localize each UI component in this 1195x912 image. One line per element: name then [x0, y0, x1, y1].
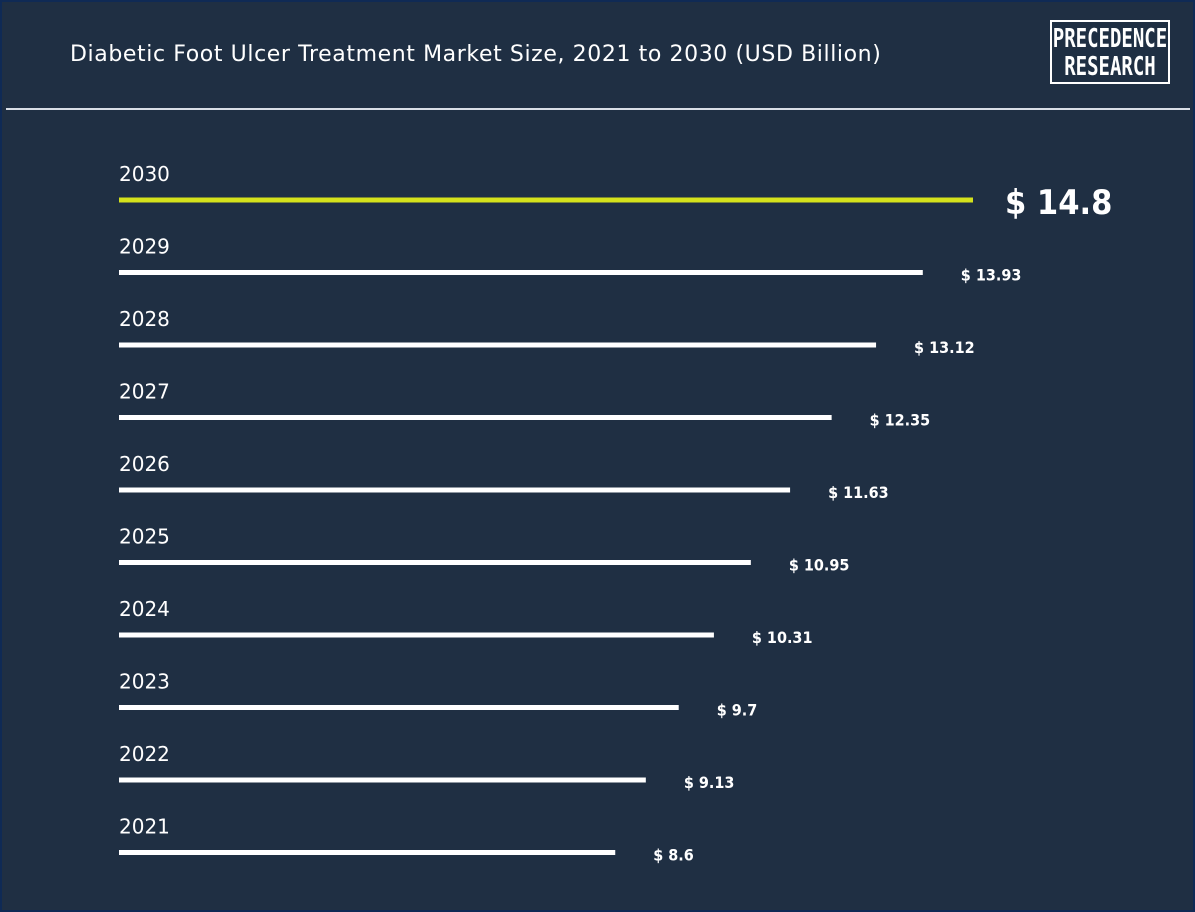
value-label-2022: $ 9.13 — [684, 773, 735, 792]
year-label-2025: 2025 — [119, 525, 170, 549]
bar-2026 — [119, 487, 791, 493]
year-label-2030: 2030 — [119, 162, 170, 186]
value-label-2027: $ 12.35 — [870, 411, 931, 430]
chart-header: Diabetic Foot Ulcer Treatment Market Siz… — [2, 2, 1193, 110]
bar-2023 — [119, 705, 679, 710]
value-label-2028: $ 13.12 — [914, 338, 975, 357]
bar-2028 — [119, 342, 877, 348]
value-label-2029: $ 13.93 — [961, 266, 1022, 285]
bar-2021 — [119, 850, 616, 855]
bar-2029 — [119, 270, 923, 275]
bar-2030 — [119, 197, 973, 203]
value-label-2026: $ 11.63 — [828, 483, 889, 502]
year-label-2027: 2027 — [119, 380, 170, 404]
value-label-2024: $ 10.31 — [752, 628, 813, 647]
bar-2022 — [119, 777, 646, 783]
bar-2025 — [119, 560, 751, 565]
precedence-research-logo: PRECEDENCE RESEARCH — [1050, 20, 1170, 84]
year-label-2026: 2026 — [119, 452, 170, 476]
value-label-2021: $ 8.6 — [653, 846, 694, 865]
bar-2027 — [119, 415, 832, 420]
year-label-2029: 2029 — [119, 235, 170, 259]
year-label-2023: 2023 — [119, 670, 170, 694]
bar-2024 — [119, 632, 714, 638]
logo-line-1: PRECEDENCE — [1052, 24, 1168, 54]
year-label-2028: 2028 — [119, 307, 170, 331]
logo-line-2: RESEARCH — [1064, 52, 1156, 82]
year-label-2024: 2024 — [119, 597, 170, 621]
year-label-2021: 2021 — [119, 815, 170, 839]
year-label-2022: 2022 — [119, 742, 170, 766]
value-label-2025: $ 10.95 — [789, 556, 850, 575]
header-divider — [6, 108, 1190, 110]
value-label-2030: $ 14.8 — [1005, 183, 1112, 223]
value-label-2023: $ 9.7 — [717, 701, 758, 720]
chart-title: Diabetic Foot Ulcer Treatment Market Siz… — [70, 42, 882, 67]
